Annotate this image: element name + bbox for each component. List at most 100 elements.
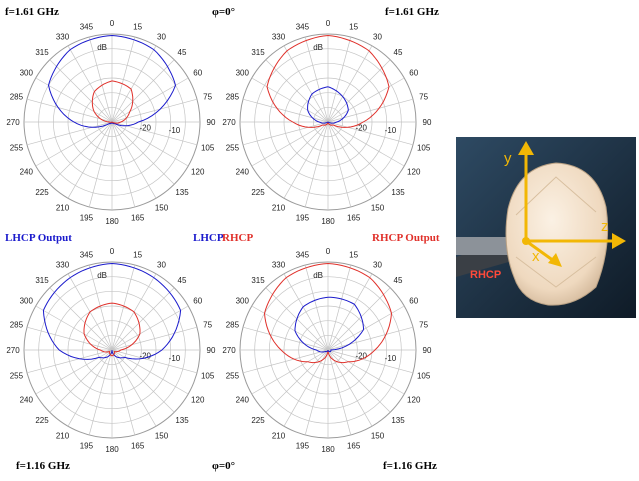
- angle-tick-label: 285: [226, 92, 240, 101]
- grid-spoke: [111, 121, 189, 167]
- grid-spoke: [327, 98, 414, 123]
- polar-chart-top-right: 0 15 30 45 60 75 90 105 120 135 150 165 180 195 210 225…: [222, 19, 432, 226]
- angle-tick-label: 165: [347, 442, 361, 451]
- r-tick-label: -20: [139, 124, 151, 133]
- r-unit-label: dB: [313, 271, 323, 280]
- angle-tick-label: 315: [35, 48, 49, 57]
- grid-spoke: [88, 36, 113, 123]
- r-tick-label: -20: [355, 124, 367, 133]
- grid-spoke: [111, 326, 198, 351]
- grid-spoke: [304, 121, 329, 208]
- angle-tick-label: 285: [226, 320, 240, 329]
- angle-tick-label: 135: [391, 188, 405, 197]
- angle-tick-label: 195: [80, 442, 94, 451]
- grid-spoke: [327, 264, 352, 351]
- grid-spoke: [304, 349, 329, 436]
- angle-tick-label: 150: [155, 204, 169, 213]
- grid-spoke: [111, 349, 175, 413]
- angle-tick-label: 270: [6, 346, 20, 355]
- grid-spoke: [327, 349, 391, 413]
- photo-axis-z: z: [601, 218, 609, 235]
- angle-tick-label: 135: [391, 416, 405, 425]
- grid-spoke: [26, 98, 113, 123]
- grid-spoke: [327, 349, 352, 436]
- legend-rhcp: RHCP: [222, 232, 254, 244]
- grid-spoke: [35, 77, 113, 123]
- angle-tick-label: 75: [419, 92, 428, 101]
- grid-spoke: [67, 349, 113, 427]
- angle-tick-label: 330: [272, 32, 286, 41]
- angle-tick-label: 180: [105, 445, 119, 454]
- grid-spoke: [111, 121, 157, 199]
- angle-tick-label: 60: [193, 297, 202, 306]
- angle-tick-label: 300: [236, 69, 250, 78]
- angle-tick-label: 30: [157, 260, 166, 269]
- grid-spoke: [327, 121, 391, 185]
- grid-spoke: [327, 349, 373, 427]
- angle-tick-label: 300: [20, 69, 34, 78]
- series-line-1: [83, 302, 141, 357]
- grid-spoke: [111, 264, 136, 351]
- angle-tick-label: 225: [251, 416, 265, 425]
- angle-tick-label: 240: [236, 396, 250, 405]
- grid-spoke: [327, 77, 405, 123]
- angle-tick-label: 45: [178, 48, 187, 57]
- angle-tick-label: 330: [56, 32, 70, 41]
- grid-spoke: [327, 326, 414, 351]
- grid-spoke: [49, 121, 113, 185]
- grid-spoke: [242, 326, 329, 351]
- grid-spoke: [26, 326, 113, 351]
- angle-tick-label: 345: [296, 250, 310, 259]
- grid-spoke: [35, 305, 113, 351]
- angle-tick-label: 30: [373, 260, 382, 269]
- angle-tick-label: 75: [203, 320, 212, 329]
- grid-spoke: [283, 45, 329, 123]
- grid-spoke: [49, 59, 113, 123]
- phi-label-bottom: φ=0°: [212, 460, 236, 472]
- angle-tick-label: 270: [222, 118, 236, 127]
- angle-tick-label: 90: [207, 346, 216, 355]
- angle-tick-label: 345: [296, 22, 310, 31]
- freq-label-top-right: f=1.61 GHz: [385, 6, 439, 18]
- angle-tick-label: 210: [272, 204, 286, 213]
- freq-label-top-left: f=1.61 GHz: [5, 6, 59, 18]
- angle-tick-label: 135: [175, 188, 189, 197]
- angle-tick-label: 120: [191, 168, 205, 177]
- angle-tick-label: 180: [321, 217, 335, 226]
- grid-spoke: [88, 264, 113, 351]
- angle-tick-label: 315: [251, 48, 265, 57]
- grid-spoke: [111, 349, 157, 427]
- angle-tick-label: 15: [349, 22, 358, 31]
- photo-rhcp-tag: RHCP: [470, 269, 502, 281]
- grid-spoke: [88, 349, 113, 436]
- grid-spoke: [304, 264, 329, 351]
- r-unit-label: dB: [313, 43, 323, 52]
- series-line-0: [42, 262, 182, 360]
- rhcp-output-label: RHCP Output: [372, 232, 440, 244]
- angle-tick-label: 60: [193, 69, 202, 78]
- angle-tick-label: 0: [326, 19, 331, 28]
- grid-spoke: [111, 349, 136, 436]
- angle-tick-label: 150: [155, 432, 169, 441]
- angle-tick-label: 285: [10, 320, 24, 329]
- angle-tick-label: 345: [80, 250, 94, 259]
- angle-tick-label: 45: [394, 48, 403, 57]
- grid-spoke: [304, 36, 329, 123]
- r-tick-label: -10: [385, 354, 397, 363]
- r-unit-label: dB: [97, 271, 107, 280]
- freq-label-bottom-left: f=1.16 GHz: [16, 460, 70, 472]
- angle-tick-label: 165: [131, 442, 145, 451]
- angle-tick-label: 105: [201, 144, 215, 153]
- grid-spoke: [327, 349, 405, 395]
- grid-spoke: [251, 77, 329, 123]
- polar-chart-top-left: 0 15 30 45 60 75 90 105 120 135 150 165 180 195 210 225…: [6, 19, 216, 226]
- angle-tick-label: 90: [423, 118, 432, 127]
- angle-tick-label: 345: [80, 22, 94, 31]
- angle-tick-label: 330: [272, 260, 286, 269]
- angle-tick-label: 0: [326, 247, 331, 256]
- angle-tick-label: 330: [56, 260, 70, 269]
- angle-tick-label: 210: [272, 432, 286, 441]
- r-unit-label: dB: [97, 43, 107, 52]
- angle-tick-label: 210: [56, 204, 70, 213]
